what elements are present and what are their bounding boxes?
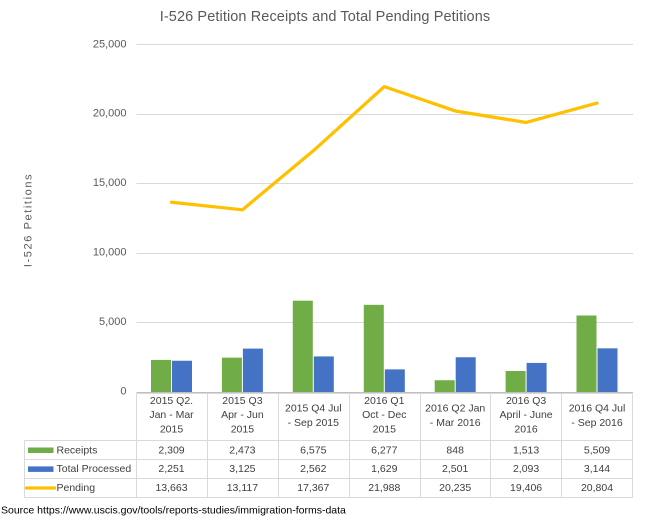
svg-text:848: 848 xyxy=(446,444,464,456)
svg-text:2015: 2015 xyxy=(231,423,255,435)
svg-text:6,575: 6,575 xyxy=(300,444,326,456)
svg-text:2,501: 2,501 xyxy=(442,463,468,475)
svg-text:6,277: 6,277 xyxy=(371,444,397,456)
svg-text:Oct - Dec: Oct - Dec xyxy=(362,409,406,421)
svg-text:Apr - Jun: Apr - Jun xyxy=(221,409,264,421)
svg-text:2,473: 2,473 xyxy=(229,444,255,456)
svg-text:2016: 2016 xyxy=(514,423,538,435)
svg-text:15,000: 15,000 xyxy=(93,177,127,189)
svg-text:2016 Q2 Jan: 2016 Q2 Jan xyxy=(425,403,485,415)
svg-text:2015 Q3: 2015 Q3 xyxy=(222,395,262,407)
svg-text:April - June: April - June xyxy=(500,409,553,421)
svg-text:25,000: 25,000 xyxy=(93,38,127,50)
svg-text:0: 0 xyxy=(120,386,126,398)
svg-text:- Sep 2016: - Sep 2016 xyxy=(571,417,623,429)
svg-text:Pending: Pending xyxy=(57,482,96,494)
svg-text:1,629: 1,629 xyxy=(371,463,397,475)
svg-text:5,000: 5,000 xyxy=(99,316,127,328)
svg-text:- Mar 2016: - Mar 2016 xyxy=(430,417,481,429)
svg-text:Total Processed: Total Processed xyxy=(57,463,132,475)
svg-text:Jan - Mar: Jan - Mar xyxy=(149,409,194,421)
svg-text:13,663: 13,663 xyxy=(155,482,187,494)
svg-text:20,235: 20,235 xyxy=(439,482,471,494)
svg-text:13,117: 13,117 xyxy=(227,482,258,494)
svg-text:21,988: 21,988 xyxy=(368,482,400,494)
svg-text:2,309: 2,309 xyxy=(158,444,184,456)
svg-text:Source https://www.uscis.gov/t: Source https://www.uscis.gov/tools/repor… xyxy=(1,505,346,517)
svg-text:2015 Q2.: 2015 Q2. xyxy=(150,395,193,407)
svg-text:2016 Q1: 2016 Q1 xyxy=(364,395,404,407)
svg-text:- Sep 2015: - Sep 2015 xyxy=(288,417,340,429)
svg-text:2,093: 2,093 xyxy=(513,463,539,475)
svg-text:3,125: 3,125 xyxy=(229,463,255,475)
svg-text:2,251: 2,251 xyxy=(158,463,184,475)
svg-text:20,804: 20,804 xyxy=(581,482,613,494)
svg-text:2,562: 2,562 xyxy=(300,463,326,475)
svg-text:17,367: 17,367 xyxy=(297,482,329,494)
svg-text:Receipts: Receipts xyxy=(57,444,98,456)
svg-text:2016 Q3: 2016 Q3 xyxy=(506,395,546,407)
svg-text:2016 Q4 Jul: 2016 Q4 Jul xyxy=(569,403,626,415)
svg-text:2015: 2015 xyxy=(373,423,397,435)
svg-text:I-526 Petitions: I-526 Petitions xyxy=(23,173,35,267)
svg-text:3,144: 3,144 xyxy=(584,463,610,475)
svg-text:I-526 Petition Receipts and To: I-526 Petition Receipts and Total Pendin… xyxy=(160,9,491,25)
svg-text:19,406: 19,406 xyxy=(510,482,542,494)
svg-text:1,513: 1,513 xyxy=(513,444,539,456)
svg-text:2015 Q4 Jul: 2015 Q4 Jul xyxy=(285,403,342,415)
svg-text:5,509: 5,509 xyxy=(584,444,610,456)
svg-text:2015: 2015 xyxy=(160,423,184,435)
svg-text:20,000: 20,000 xyxy=(93,108,127,120)
svg-text:10,000: 10,000 xyxy=(93,247,127,259)
